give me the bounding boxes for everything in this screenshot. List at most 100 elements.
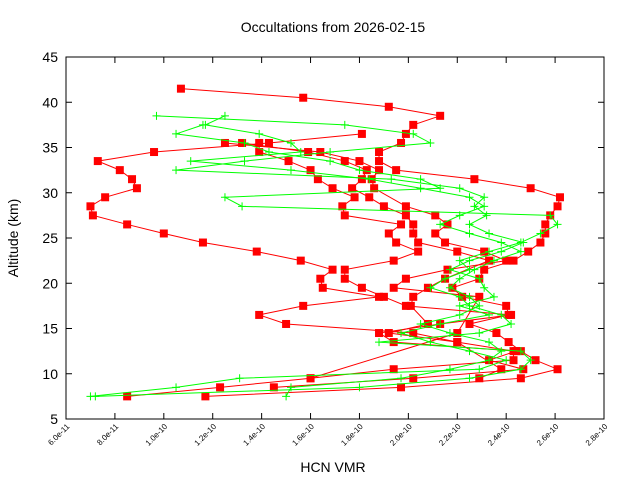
data-point-plus xyxy=(465,347,474,356)
data-point-square xyxy=(357,129,366,138)
data-point-square xyxy=(470,175,479,184)
x-tick-label: 2.8e-10 xyxy=(584,422,610,448)
data-point-square xyxy=(507,310,516,319)
data-point-plus xyxy=(480,202,489,211)
data-point-square xyxy=(375,166,384,175)
data-point-plus xyxy=(416,319,425,328)
data-point-square xyxy=(375,157,384,166)
data-point-square xyxy=(502,301,511,310)
green-profiles-line xyxy=(190,115,523,397)
data-point-square xyxy=(328,184,337,193)
data-point-square xyxy=(384,329,393,338)
data-point-square xyxy=(555,193,564,202)
y-tick-label: 25 xyxy=(42,230,58,246)
x-tick-label: 2.0e-10 xyxy=(388,422,414,448)
data-point-square xyxy=(176,84,185,93)
data-point-square xyxy=(123,220,132,229)
data-point-square xyxy=(379,292,388,301)
data-point-plus xyxy=(480,283,489,292)
data-point-plus xyxy=(355,383,364,392)
y-tick-label: 40 xyxy=(42,94,58,110)
data-point-square xyxy=(304,148,313,157)
data-point-plus xyxy=(516,247,525,256)
data-point-plus xyxy=(238,202,247,211)
data-point-plus xyxy=(387,175,396,184)
data-point-plus xyxy=(220,193,229,202)
data-point-square xyxy=(375,292,384,301)
data-point-square xyxy=(436,111,445,120)
data-point-square xyxy=(316,274,325,283)
data-point-square xyxy=(409,329,418,338)
data-point-plus xyxy=(240,157,249,166)
data-point-plus xyxy=(485,229,494,238)
x-tick-label: 2.6e-10 xyxy=(535,422,561,448)
data-point-square xyxy=(264,138,273,147)
data-point-plus xyxy=(445,265,454,274)
data-point-square xyxy=(357,283,366,292)
data-point-plus xyxy=(340,120,349,129)
data-point-square xyxy=(255,138,264,147)
data-point-plus xyxy=(455,211,464,220)
data-point-square xyxy=(316,148,325,157)
data-point-plus xyxy=(536,229,545,238)
data-point-plus xyxy=(445,329,454,338)
data-point-square xyxy=(370,184,379,193)
data-point-plus xyxy=(416,184,425,193)
data-point-square xyxy=(255,310,264,319)
data-point-square xyxy=(284,157,293,166)
data-point-square xyxy=(299,93,308,102)
x-tick-label: 1.0e-10 xyxy=(144,422,170,448)
data-point-plus xyxy=(526,356,535,365)
data-point-plus xyxy=(397,374,406,383)
data-point-square xyxy=(375,329,384,338)
data-point-square xyxy=(475,292,484,301)
data-point-plus xyxy=(497,247,506,256)
data-point-square xyxy=(553,202,562,211)
data-point-square xyxy=(531,356,540,365)
data-point-square xyxy=(509,256,518,265)
data-point-plus xyxy=(482,211,491,220)
y-tick-label: 35 xyxy=(42,140,58,156)
y-tick-label: 45 xyxy=(42,49,58,65)
data-point-plus xyxy=(546,211,555,220)
green-profiles-line xyxy=(90,115,525,397)
x-tick-label: 1.2e-10 xyxy=(193,422,219,448)
data-point-square xyxy=(453,338,462,347)
y-axis-label: Altitude (km) xyxy=(5,199,21,278)
data-point-plus xyxy=(436,319,445,328)
data-point-plus xyxy=(416,175,425,184)
green-profiles xyxy=(86,111,562,401)
data-point-plus xyxy=(507,319,516,328)
data-point-plus xyxy=(172,129,181,138)
data-point-square xyxy=(409,229,418,238)
data-point-square xyxy=(340,211,349,220)
data-point-square xyxy=(201,392,210,401)
y-tick-label: 5 xyxy=(50,411,58,427)
data-point-plus xyxy=(455,274,464,283)
data-point-plus xyxy=(489,256,498,265)
data-point-plus xyxy=(489,292,498,301)
data-point-plus xyxy=(426,138,435,147)
data-point-square xyxy=(282,319,291,328)
data-point-square xyxy=(492,329,501,338)
data-point-square xyxy=(409,292,418,301)
data-point-square xyxy=(350,193,359,202)
data-point-square xyxy=(115,166,124,175)
y-tick-label: 15 xyxy=(42,321,58,337)
data-point-plus xyxy=(445,365,454,374)
data-point-square xyxy=(516,374,525,383)
y-tick-label: 30 xyxy=(42,185,58,201)
data-point-square xyxy=(384,102,393,111)
data-point-square xyxy=(541,220,550,229)
data-point-plus xyxy=(475,301,484,310)
data-point-plus xyxy=(240,138,249,147)
data-point-plus xyxy=(286,166,295,175)
chart-title: Occultations from 2026-02-15 xyxy=(241,19,426,35)
data-point-plus xyxy=(455,256,464,265)
data-point-square xyxy=(480,265,489,274)
data-point-plus xyxy=(455,292,464,301)
data-point-square xyxy=(392,166,401,175)
x-tick-label: 8.0e-11 xyxy=(95,422,121,448)
data-point-square xyxy=(340,157,349,166)
data-point-plus xyxy=(485,356,494,365)
